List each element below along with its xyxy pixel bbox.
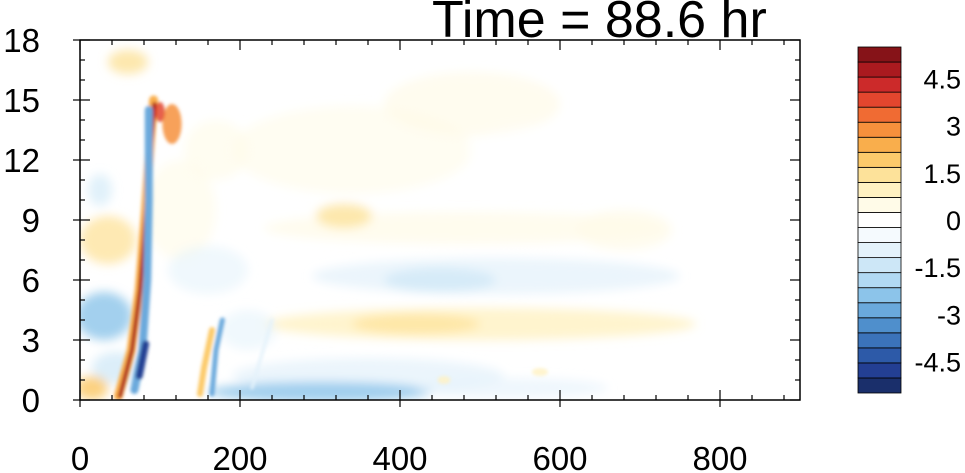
title-backdrop	[420, 0, 810, 38]
field-soft	[80, 50, 720, 400]
low-positive-core	[352, 314, 480, 334]
colorbar-swatch	[857, 76, 902, 93]
colorbar-swatch	[857, 332, 902, 349]
colorbar-swatch	[857, 151, 902, 168]
axis-ticks	[73, 39, 800, 407]
upper-positive-peak	[155, 102, 165, 122]
wake-positive-area	[184, 120, 248, 180]
colorbar-tick-label: -4.5	[914, 348, 961, 378]
wake-positive-area	[144, 160, 216, 260]
y-tick-label: 12	[3, 142, 40, 179]
colorbar-swatch	[857, 46, 902, 63]
secondary-positive-front	[197, 327, 215, 397]
left-positive-area	[80, 216, 136, 264]
colorbar-tick-label: -1.5	[914, 253, 961, 283]
x-tick-label: 0	[71, 440, 89, 473]
colorbar-tick-label: 1.5	[923, 159, 961, 189]
colorbar-swatch	[857, 136, 902, 153]
y-tick-label: 15	[3, 82, 40, 119]
surface-negative-layer	[208, 382, 432, 400]
colorbar-swatch	[857, 317, 902, 334]
colorbar-swatch	[857, 181, 902, 198]
axis-tick-labels: 0 200 400 600 800 0 3 6 9 12 15 18	[3, 22, 747, 473]
colorbar-swatch	[857, 227, 902, 243]
field-sharp	[113, 95, 548, 400]
mid-negative-layer	[312, 258, 680, 294]
x-tick-label: 600	[532, 440, 587, 473]
small-positive-spot	[437, 376, 451, 384]
mid-negative-core	[384, 268, 496, 292]
colorbar	[857, 46, 902, 394]
y-tick-label: 6	[22, 262, 40, 299]
wake-negative-area	[168, 246, 248, 294]
colorbar-swatch	[857, 347, 902, 364]
colorbar-swatch	[857, 61, 902, 78]
colorbar-tick-label: -3	[937, 300, 961, 330]
x-tick-label: 400	[372, 440, 427, 473]
colorbar-swatch	[857, 106, 902, 123]
colorbar-swatch	[857, 91, 902, 108]
colorbar-swatch	[857, 121, 902, 138]
wake-negative-area	[220, 310, 276, 350]
left-surface-positive	[80, 376, 108, 400]
colorbar-swatch	[857, 242, 902, 259]
colorbar-tick-label: 3	[946, 112, 961, 142]
upper-left-positive	[108, 50, 148, 74]
chart-title: Time = 88.6 hr	[432, 0, 767, 49]
tertiary-front	[250, 318, 274, 390]
mid-positive-right	[576, 210, 672, 250]
x-tick-label: 800	[692, 440, 747, 473]
secondary-negative-front	[209, 317, 225, 397]
colorbar-swatch	[857, 212, 902, 228]
left-negative-area	[80, 292, 132, 340]
colorbar-swatch	[857, 287, 902, 304]
colorbar-swatch	[857, 302, 902, 319]
upper-positive-core	[162, 104, 182, 144]
colorbar-swatch	[857, 197, 902, 213]
y-tick-label: 18	[3, 22, 40, 59]
y-tick-label: 0	[22, 382, 40, 419]
colorbar-swatch	[857, 166, 902, 183]
negative-core	[135, 340, 150, 380]
left-negative-area	[88, 174, 112, 206]
mid-positive-core	[316, 204, 372, 228]
x-tick-label: 200	[212, 440, 267, 473]
upper-positive-area	[232, 106, 472, 194]
colorbar-swatch	[857, 272, 902, 289]
colorbar-swatch	[857, 257, 902, 274]
colorbar-swatch	[857, 377, 902, 394]
colorbar-swatch	[857, 362, 902, 379]
y-tick-label: 9	[22, 202, 40, 239]
y-tick-label: 3	[22, 322, 40, 359]
colorbar-tick-label: 4.5	[923, 64, 961, 94]
small-positive-spot	[532, 368, 548, 376]
upper-faint-area	[464, 120, 720, 180]
colorbar-labels: 4.5 3 1.5 0 -1.5 -3 -4.5	[914, 64, 961, 377]
colorbar-tick-label: 0	[946, 206, 961, 236]
